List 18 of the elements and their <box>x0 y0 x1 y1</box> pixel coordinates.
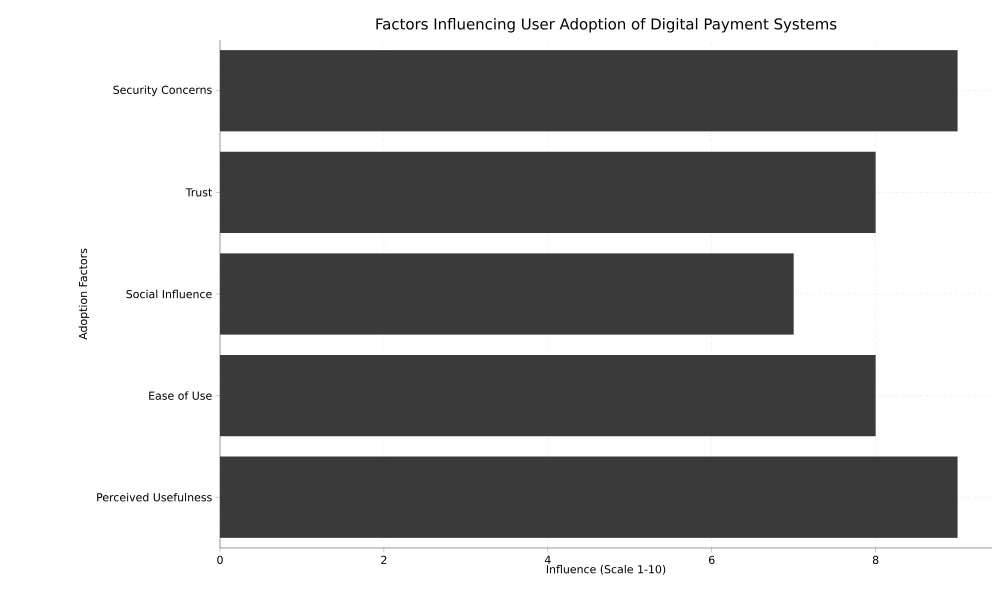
y-tick-label: Perceived Usefulness <box>97 492 212 502</box>
x-tick-label: 2 <box>381 556 386 564</box>
x-axis-title: Influence (Scale 1-10) <box>546 564 666 575</box>
y-axis-title: Adoption Factors <box>78 248 90 340</box>
bar <box>220 253 794 335</box>
y-tick-label: Trust <box>186 188 212 196</box>
x-tick-label: 4 <box>544 556 551 564</box>
x-tick-label: 6 <box>709 556 715 564</box>
bar <box>220 50 958 132</box>
y-tick-label: Ease of Use <box>149 391 212 400</box>
x-tick-label: 0 <box>217 556 223 564</box>
bar <box>220 354 876 436</box>
bar <box>220 152 876 234</box>
y-tick-label: Security Concerns <box>113 85 212 96</box>
x-tick-label: 8 <box>872 556 878 564</box>
chart-title: Factors Influencing User Adoption of Digital Payment Systems <box>376 18 836 32</box>
bar <box>220 456 958 538</box>
y-tick-label: Social Influence <box>126 290 212 298</box>
